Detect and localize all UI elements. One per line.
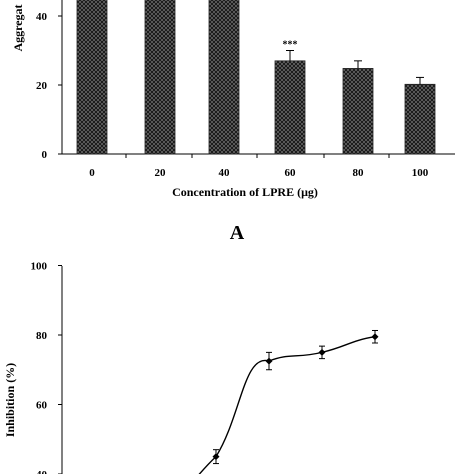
bar (208, 0, 240, 155)
bar (144, 0, 176, 155)
data-point-marker (318, 348, 326, 356)
bar-y-tick-label: 40 (36, 11, 48, 23)
significance-label: *** (283, 40, 298, 51)
bar-x-tick-label: 20 (155, 167, 167, 179)
bar (76, 0, 108, 155)
bar-y-tick-label: 0 (42, 149, 48, 161)
bar-x-tick-label: 40 (219, 167, 231, 179)
data-point-marker (212, 453, 220, 461)
bar (342, 68, 374, 155)
line-y-tick-label: 100 (31, 261, 48, 273)
bar-x-tick-label: 60 (285, 167, 297, 179)
data-point-marker (371, 333, 379, 341)
bar-x-tick-label: 100 (412, 167, 429, 179)
line-y-tick-label: 60 (36, 400, 48, 412)
bar-y-tick-label: 20 (36, 80, 48, 92)
bar-chart-panel: Aggregat Concentration of LPRE (μg) 0 20 4… (11, 0, 455, 244)
bar-x-axis-title: Concentration of LPRE (μg) (172, 185, 318, 199)
bar (404, 83, 436, 155)
series-line (198, 336, 376, 474)
line-chart-panel: Inhibition (%) 40 60 80 100 (3, 261, 379, 474)
line-y-axis-title: Inhibition (%) (3, 363, 17, 437)
line-y-tick-label: 80 (36, 330, 48, 342)
data-point-marker (265, 357, 273, 365)
line-y-tick-label: 40 (36, 469, 48, 474)
panel-a-label: A (230, 222, 245, 244)
bar-x-tick-label: 0 (89, 167, 95, 179)
bar (274, 60, 306, 155)
bar-x-tick-label: 80 (353, 167, 365, 179)
bar-y-axis-title: Aggregat (11, 4, 25, 51)
